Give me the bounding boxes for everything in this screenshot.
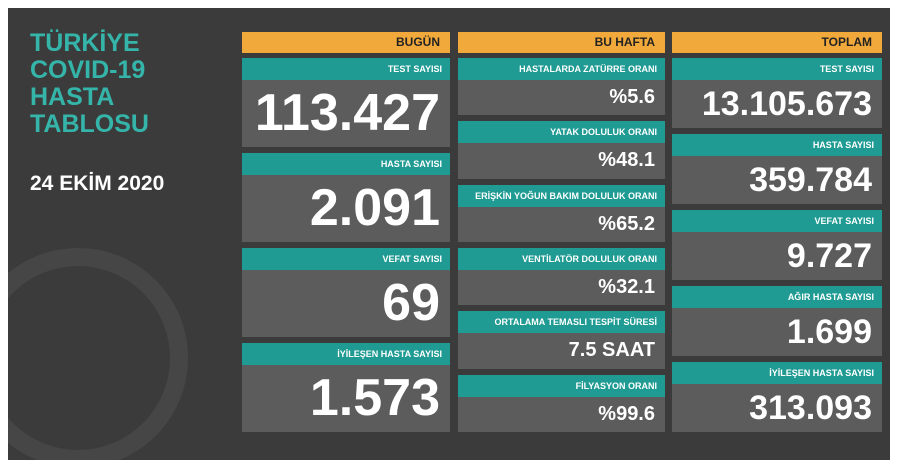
column-header: TOPLAM [672, 32, 882, 53]
card-value: 359.784 [672, 156, 882, 204]
card-value: %65.2 [458, 206, 665, 242]
title-line: TABLOSU [30, 110, 149, 138]
card-label: ERİŞKİN YOĞUN BAKIM DOLULUK ORANI [458, 184, 665, 207]
card-label: İYİLEŞEN HASTA SAYISI [242, 343, 450, 365]
emblem [8, 248, 188, 460]
card-label: AĞIR HASTA SAYISI [672, 286, 882, 308]
card-label: HASTA SAYISI [242, 153, 450, 175]
card-value: 9.727 [672, 232, 882, 280]
card-value: 1.573 [242, 365, 450, 432]
date: 24 EKİM 2020 [30, 172, 165, 195]
title-line: COVID-19 [30, 56, 146, 84]
title-line: TÜRKİYE [30, 29, 140, 57]
title: TÜRKİYE COVID-19 HASTA TABLOSU [30, 30, 149, 138]
card-value: 313.093 [672, 384, 882, 432]
title-line: HASTA [30, 83, 115, 111]
card-value: %99.6 [458, 396, 665, 432]
column-header: BU HAFTA [458, 32, 665, 53]
card-value: %48.1 [458, 143, 665, 179]
card-label: VENTİLATÖR DOLULUK ORANI [458, 248, 665, 270]
card-label: HASTA SAYISI [672, 134, 882, 156]
card-value: 1.699 [672, 308, 882, 356]
card-label: VEFAT SAYISI [242, 248, 450, 270]
card-label: YATAK DOLULUK ORANI [458, 121, 665, 144]
card-value: 7.5 SAAT [458, 333, 665, 369]
card-value: %32.1 [458, 270, 665, 306]
card-value: 113.427 [242, 80, 450, 147]
card-value: 2.091 [242, 175, 450, 242]
card-label: TEST SAYISI [242, 58, 450, 80]
card-value: %5.6 [458, 80, 665, 116]
card-value: 13.105.673 [672, 80, 882, 128]
card-label: FİLYASYON ORANI [458, 374, 665, 397]
column-header: BUGÜN [242, 32, 450, 53]
board: TÜRKİYE COVID-19 HASTA TABLOSU 24 EKİM 2020… [8, 8, 890, 460]
card-value: 69 [242, 270, 450, 337]
card-label: HASTALARDA ZATÜRRE ORANI [458, 58, 665, 80]
card-label: TEST SAYISI [672, 58, 882, 80]
card-label: VEFAT SAYISI [672, 210, 882, 232]
card-label: ORTALAMA TEMASLI TESPİT SÜRESİ [458, 311, 665, 334]
card-label: İYİLEŞEN HASTA SAYISI [672, 362, 882, 384]
